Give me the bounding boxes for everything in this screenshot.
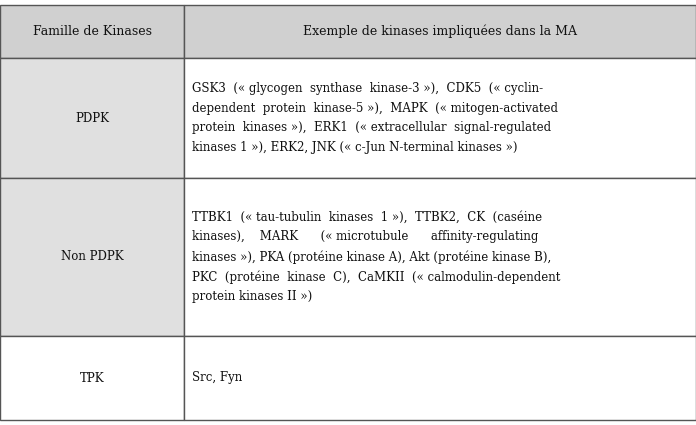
Text: Famille de Kinases: Famille de Kinases [33,25,152,38]
Bar [184,5,696,58]
Bar [0,336,184,420]
Bar [184,336,696,420]
Text: PDPK: PDPK [75,111,109,125]
Text: Src, Fyn: Src, Fyn [192,371,243,385]
Text: TPK: TPK [80,371,104,385]
Bar [184,178,696,336]
Bar [0,178,184,336]
Bar [0,5,184,58]
Text: Non PDPK: Non PDPK [61,250,123,264]
Text: Exemple de kinases impliquées dans la MA: Exemple de kinases impliquées dans la MA [303,25,577,38]
Bar [184,58,696,178]
Text: GSK3  (« glycogen  synthase  kinase-3 »),  CDK5  (« cyclin-
dependent  protein  : GSK3 (« glycogen synthase kinase-3 »), C… [192,82,558,154]
Text: TTBK1  (« tau-tubulin  kinases  1 »),  TTBK2,  CK  (caséine
kinases),    MARK   : TTBK1 (« tau-tubulin kinases 1 »), TTBK2… [192,211,561,303]
Bar [0,58,184,178]
